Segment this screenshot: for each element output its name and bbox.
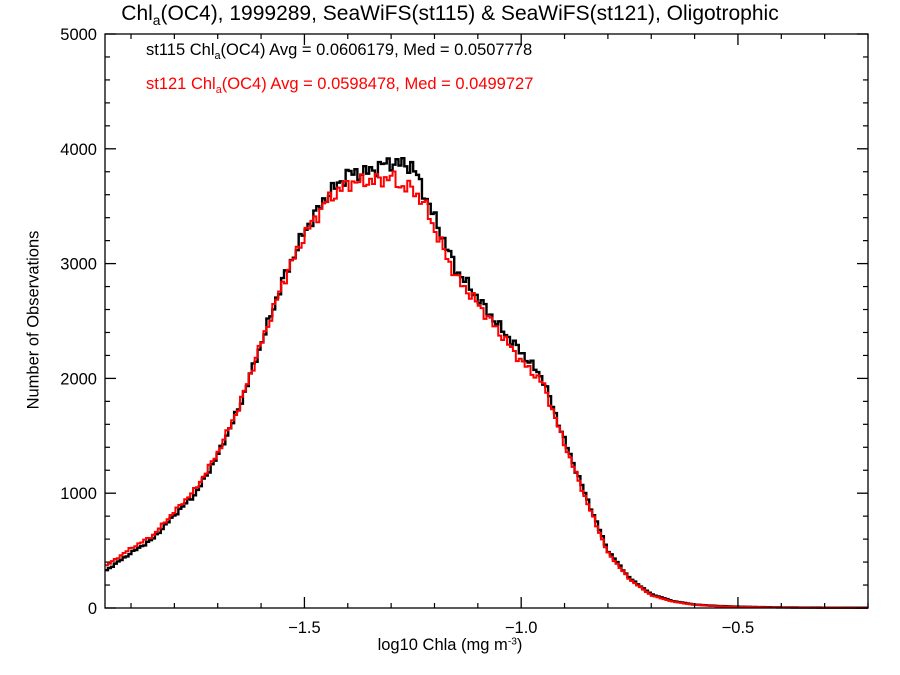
chart-title: Chla(OC4), 1999289, SeaWiFS(st115) & Sea… xyxy=(0,2,900,28)
histogram-series-1 xyxy=(105,156,868,609)
histogram-series-2 xyxy=(105,170,868,609)
x-tick-label: −1.0 xyxy=(505,619,538,637)
legend-st121-pre: st121 Chl xyxy=(146,75,216,93)
y-axis-label: Number of Observations xyxy=(24,230,43,410)
legend-st121-post: (OC4) Avg = 0.0598478, Med = 0.0499727 xyxy=(221,75,534,93)
x-axis-label: log10 Chla (mg m-3) xyxy=(0,636,900,655)
y-tick-label: 5000 xyxy=(60,26,97,44)
x-tick-label: −0.5 xyxy=(722,619,755,637)
x-axis-label-pre: log10 Chla (mg m xyxy=(377,636,508,654)
chart-title-sub: a xyxy=(152,11,161,28)
legend-st115-sub: a xyxy=(214,49,221,62)
plot-frame xyxy=(104,33,869,609)
plot-lines xyxy=(105,156,868,609)
y-tick-label: 4000 xyxy=(60,141,97,159)
y-tick-label: 3000 xyxy=(60,256,97,274)
chart-title-pre: Chl xyxy=(121,2,153,25)
chart-title-post: (OC4), 1999289, SeaWiFS(st115) & SeaWiFS… xyxy=(160,2,779,25)
axes: −1.5 −1.0 −0.5 0 1000 2000 3000 4000 5000 xyxy=(60,26,869,637)
legend-st115-post: (OC4) Avg = 0.0606179, Med = 0.0507778 xyxy=(220,41,533,59)
x-axis-label-post: ) xyxy=(516,636,523,654)
y-tick-label: 0 xyxy=(88,600,97,618)
legend-st115: st115 Chla(OC4) Avg = 0.0606179, Med = 0… xyxy=(146,41,533,62)
y-tick-label: 2000 xyxy=(60,370,97,388)
legend-st121: st121 Chla(OC4) Avg = 0.0598478, Med = 0… xyxy=(146,75,534,96)
legend-st115-pre: st115 Chl xyxy=(146,41,215,59)
y-tick-label: 1000 xyxy=(60,485,97,503)
x-axis-label-sup: -3 xyxy=(507,636,517,648)
legend-st121-sub: a xyxy=(215,83,222,96)
x-tick-label: −1.5 xyxy=(288,619,321,637)
